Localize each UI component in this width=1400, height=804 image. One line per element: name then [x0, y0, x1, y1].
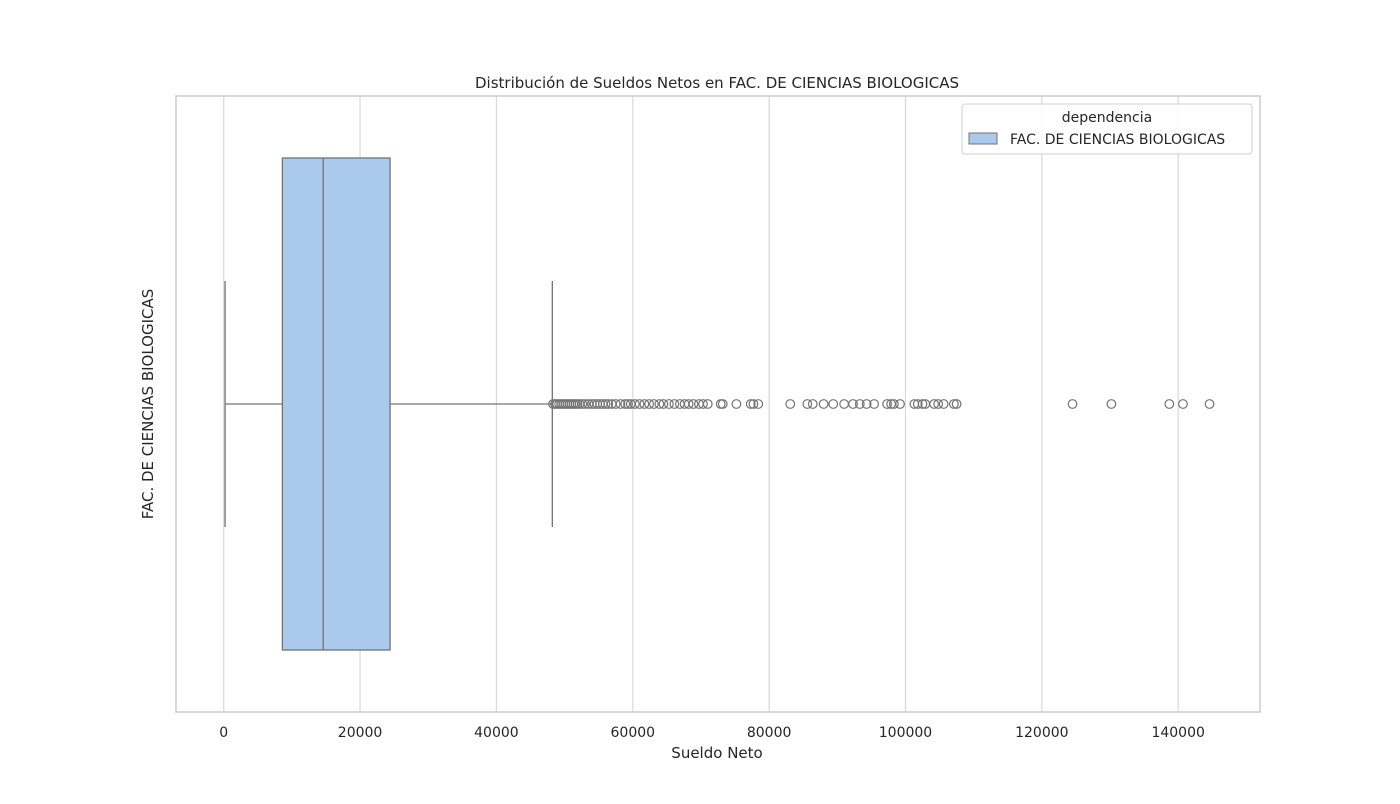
legend: dependencia FAC. DE CIENCIAS BIOLOGICAS: [961, 103, 1253, 155]
outlier-point: [861, 399, 872, 409]
outlier-point: [828, 399, 839, 409]
outlier-point: [620, 399, 631, 409]
interquartile-box: [281, 157, 391, 651]
outlier-point: [854, 399, 865, 409]
outlier-point: [785, 399, 796, 409]
outlier-point: [839, 399, 850, 409]
x-axis-label: Sueldo Neto: [671, 744, 762, 762]
outlier-point: [644, 399, 655, 409]
outlier-point: [1164, 399, 1175, 409]
legend-entry-label: FAC. DE CIENCIAS BIOLOGICAS: [1010, 132, 1225, 148]
outlier-point: [748, 399, 759, 409]
box-plot: [224, 157, 553, 651]
x-tick-label: 40000: [474, 725, 519, 741]
outlier-point: [882, 399, 892, 409]
outlier-point: [715, 399, 726, 409]
outlier-point: [702, 399, 713, 409]
outlier-point: [948, 399, 959, 409]
outlier-point: [580, 399, 590, 409]
outlier-point: [929, 399, 940, 409]
outlier-point: [698, 399, 708, 409]
outlier-point: [818, 399, 829, 409]
x-tick-label: 120000: [1015, 725, 1068, 741]
outlier-point: [683, 399, 694, 409]
x-tick-label: 20000: [338, 725, 383, 741]
legend-swatch: [968, 132, 998, 145]
legend-title: dependencia: [1062, 110, 1152, 126]
outlier-point: [639, 399, 650, 409]
outlier-point: [951, 399, 962, 409]
outlier-point: [1178, 399, 1188, 409]
outlier-point: [577, 399, 588, 409]
outlier-point: [610, 399, 621, 409]
plot-frame: [175, 95, 1261, 713]
outlier-points: [548, 399, 1215, 409]
outlier-point: [753, 399, 764, 409]
outlier-point: [802, 399, 813, 409]
legend-frame: [961, 103, 1253, 155]
outlier-point: [1204, 399, 1215, 409]
outlier-point: [1106, 399, 1117, 409]
outlier-point: [933, 399, 944, 409]
outlier-point: [615, 399, 626, 409]
outlier-point: [654, 399, 665, 409]
x-tick-label: 80000: [747, 725, 792, 741]
outlier-point: [664, 399, 674, 409]
outlier-point: [634, 399, 645, 409]
x-axis-ticks: 0 20000 40000 60000 80000 100000 120000 140000: [219, 725, 1205, 741]
outlier-point: [888, 399, 899, 409]
outlier-point: [1067, 399, 1078, 409]
chart-title: Distribución de Sueldos Netos en FAC. DE…: [475, 74, 959, 92]
outlier-point: [745, 399, 756, 409]
x-tick-label: 100000: [879, 725, 932, 741]
outlier-point: [600, 399, 611, 409]
outlier-point: [869, 399, 880, 409]
outlier-point: [807, 399, 818, 409]
outlier-point: [603, 399, 614, 409]
x-tick-label: 140000: [1151, 725, 1204, 741]
outlier-point: [717, 399, 728, 409]
outlier-point: [917, 399, 928, 409]
outlier-point: [731, 399, 742, 409]
outlier-point: [649, 399, 659, 409]
outlier-point: [623, 399, 633, 409]
outlier-point: [912, 399, 923, 409]
outlier-point: [629, 399, 640, 409]
outlier-point: [669, 399, 680, 409]
outlier-point: [848, 399, 858, 409]
outlier-point: [938, 399, 949, 409]
x-tick-label: 60000: [611, 725, 656, 741]
outlier-point: [658, 399, 669, 409]
x-tick-label: 0: [219, 725, 228, 741]
outlier-point: [688, 399, 699, 409]
y-axis-label: FAC. DE CIENCIAS BIOLOGICAS: [139, 289, 157, 520]
outlier-point: [895, 399, 905, 409]
